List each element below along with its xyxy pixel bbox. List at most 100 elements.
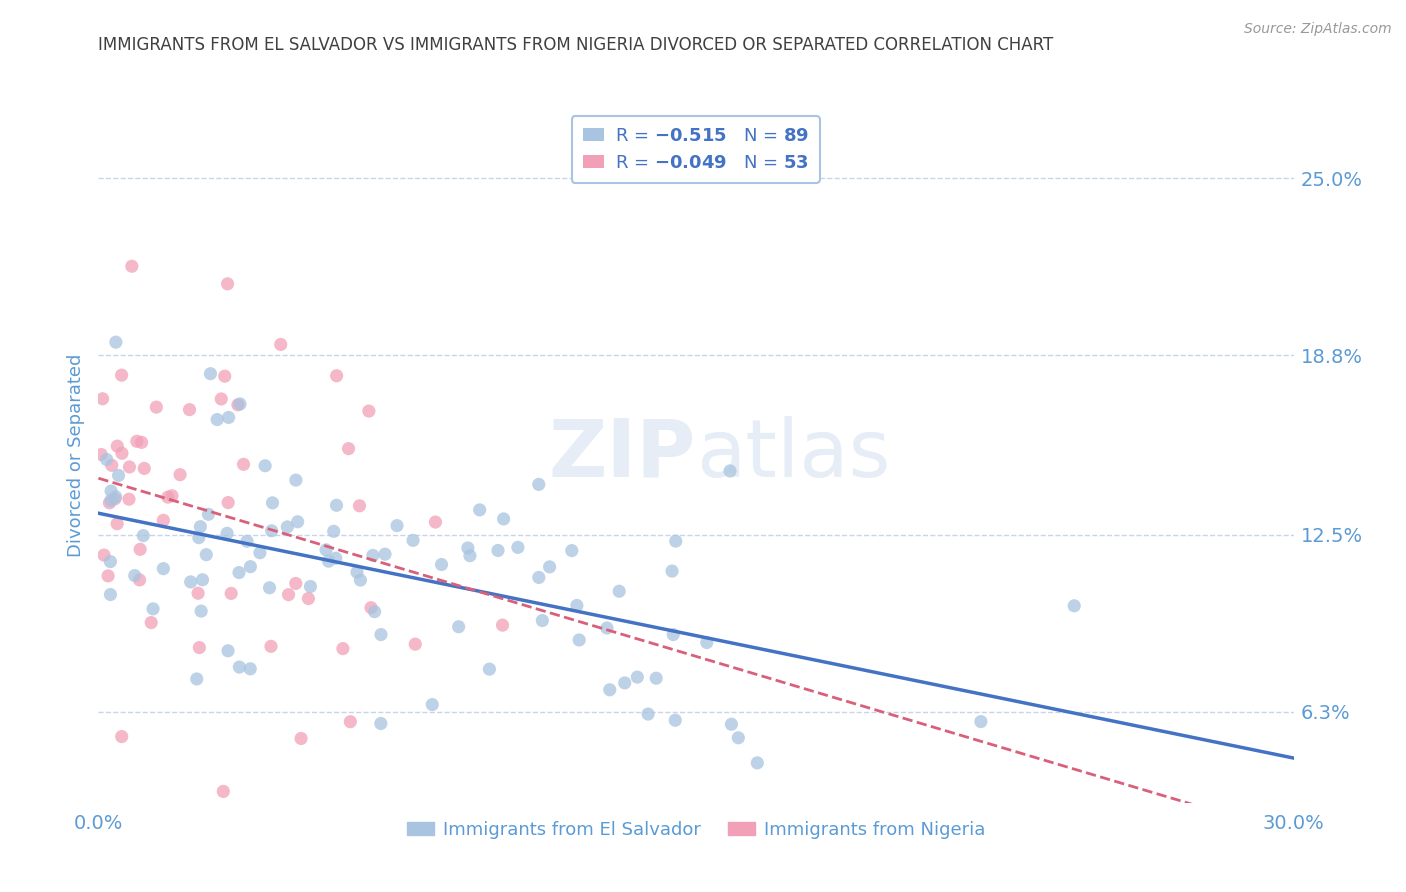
Point	[262, 496, 284, 510]
Point	[249, 546, 271, 560]
Point	[284, 473, 307, 487]
Point	[200, 367, 222, 381]
Point	[325, 551, 347, 566]
Point	[100, 483, 122, 498]
Point	[98, 496, 121, 510]
Point	[100, 588, 122, 602]
Point	[191, 573, 214, 587]
Point	[190, 519, 212, 533]
Point	[188, 640, 211, 655]
Point	[236, 534, 259, 549]
Point	[718, 464, 741, 478]
Point	[277, 588, 299, 602]
Point	[152, 561, 174, 575]
Point	[290, 731, 312, 746]
Point	[129, 542, 152, 557]
Point	[357, 404, 380, 418]
Point	[637, 707, 659, 722]
Point	[420, 698, 443, 712]
Point	[361, 549, 384, 563]
Point	[152, 513, 174, 527]
Point	[661, 564, 683, 578]
Point	[458, 549, 481, 563]
Point	[254, 458, 277, 473]
Point	[209, 392, 232, 406]
Point	[100, 458, 122, 473]
Point	[217, 495, 239, 509]
Point	[100, 493, 122, 508]
Point	[134, 461, 156, 475]
Point	[145, 400, 167, 414]
Point	[970, 714, 993, 729]
Point	[727, 731, 749, 745]
Point	[107, 468, 129, 483]
Point	[561, 543, 583, 558]
Point	[217, 644, 239, 658]
Point	[111, 730, 134, 744]
Point	[325, 498, 347, 512]
Point	[607, 584, 630, 599]
Point	[260, 524, 283, 538]
Point	[217, 277, 239, 291]
Point	[232, 458, 254, 472]
Point	[374, 547, 396, 561]
Point	[613, 676, 636, 690]
Text: ZIP: ZIP	[548, 416, 696, 494]
Point	[104, 335, 127, 350]
Point	[284, 576, 307, 591]
Point	[93, 548, 115, 562]
Point	[179, 402, 201, 417]
Point	[747, 756, 769, 770]
Point	[156, 490, 179, 504]
Point	[276, 520, 298, 534]
Point	[363, 605, 385, 619]
Point	[124, 568, 146, 582]
Point	[121, 259, 143, 273]
Point	[160, 489, 183, 503]
Point	[696, 635, 718, 649]
Point	[492, 512, 515, 526]
Point	[228, 660, 250, 674]
Point	[626, 670, 648, 684]
Point	[239, 662, 262, 676]
Point	[239, 559, 262, 574]
Point	[131, 435, 153, 450]
Point	[720, 717, 742, 731]
Point	[97, 569, 120, 583]
Point	[299, 579, 322, 593]
Point	[662, 627, 685, 641]
Point	[565, 599, 588, 613]
Point	[229, 397, 252, 411]
Point	[664, 713, 686, 727]
Point	[260, 640, 283, 654]
Point	[118, 492, 141, 507]
Legend: Immigrants from El Salvador, Immigrants from Nigeria: Immigrants from El Salvador, Immigrants …	[399, 814, 993, 846]
Point	[322, 524, 344, 539]
Point	[457, 541, 479, 555]
Point	[169, 467, 191, 482]
Point	[180, 574, 202, 589]
Point	[228, 566, 250, 580]
Text: Source: ZipAtlas.com: Source: ZipAtlas.com	[1244, 22, 1392, 37]
Text: atlas: atlas	[696, 416, 890, 494]
Point	[385, 518, 408, 533]
Point	[506, 541, 529, 555]
Point	[205, 412, 228, 426]
Point	[402, 533, 425, 548]
Point	[219, 586, 242, 600]
Point	[337, 442, 360, 456]
Point	[100, 555, 122, 569]
Text: IMMIGRANTS FROM EL SALVADOR VS IMMIGRANTS FROM NIGERIA DIVORCED OR SEPARATED COR: IMMIGRANTS FROM EL SALVADOR VS IMMIGRANT…	[98, 36, 1053, 54]
Point	[187, 531, 209, 545]
Point	[349, 499, 371, 513]
Point	[186, 672, 208, 686]
Point	[212, 784, 235, 798]
Point	[360, 600, 382, 615]
Point	[217, 526, 239, 541]
Point	[346, 565, 368, 579]
Point	[91, 392, 114, 406]
Point	[105, 516, 128, 531]
Point	[218, 410, 240, 425]
Point	[332, 641, 354, 656]
Point	[339, 714, 361, 729]
